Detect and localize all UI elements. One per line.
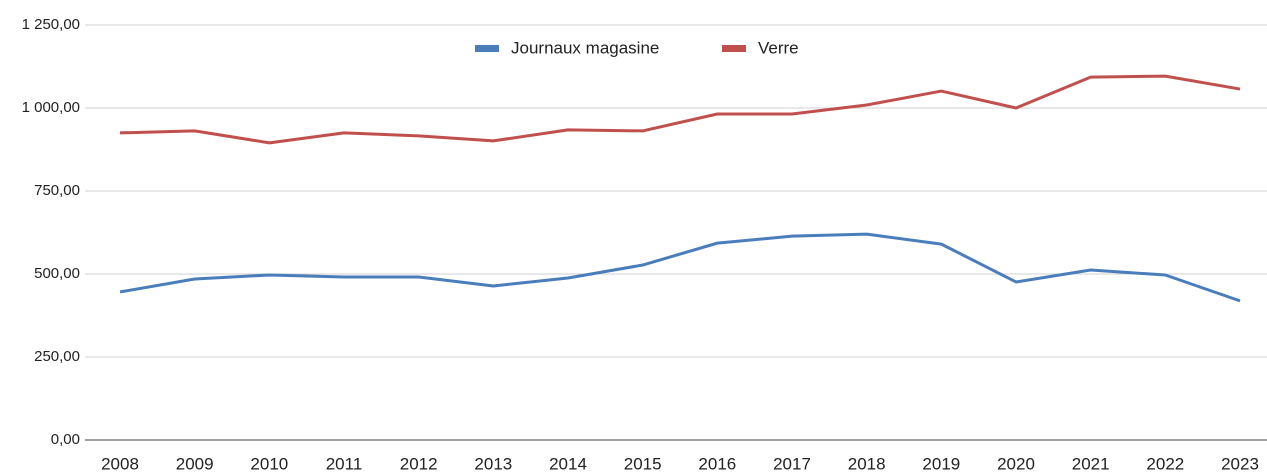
x-tick-label: 2014 — [549, 454, 587, 473]
x-tick-label: 2016 — [698, 454, 736, 473]
x-tick-label: 2009 — [176, 454, 214, 473]
y-tick-label: 250,00 — [34, 348, 80, 365]
x-tick-label: 2010 — [250, 454, 288, 473]
series-line — [119, 74, 1241, 145]
x-tick-label: 2012 — [400, 454, 438, 473]
y-tick-label: 750,00 — [34, 182, 80, 199]
x-tick-label: 2018 — [848, 454, 886, 473]
x-tick-label: 2019 — [922, 454, 960, 473]
legend-label: Verre — [758, 38, 799, 57]
legend-swatch — [722, 45, 746, 52]
y-tick-label: 1 250,00 — [22, 16, 80, 33]
legend-swatch — [475, 45, 499, 52]
x-tick-label: 2021 — [1072, 454, 1110, 473]
x-tick-label: 2008 — [101, 454, 139, 473]
x-tick-label: 2015 — [624, 454, 662, 473]
x-tick-label: 2023 — [1221, 454, 1259, 473]
x-tick-label: 2011 — [326, 454, 363, 473]
series-line — [119, 232, 1241, 303]
y-tick-label: 1 000,00 — [22, 99, 80, 116]
x-tick-label: 2017 — [773, 454, 811, 473]
x-tick-label: 2013 — [474, 454, 512, 473]
x-tick-label: 2020 — [997, 454, 1035, 473]
y-tick-label: 500,00 — [34, 265, 80, 282]
y-tick-label: 0,00 — [51, 431, 80, 448]
x-tick-label: 2022 — [1146, 454, 1184, 473]
legend-label: Journaux magasine — [511, 38, 659, 57]
